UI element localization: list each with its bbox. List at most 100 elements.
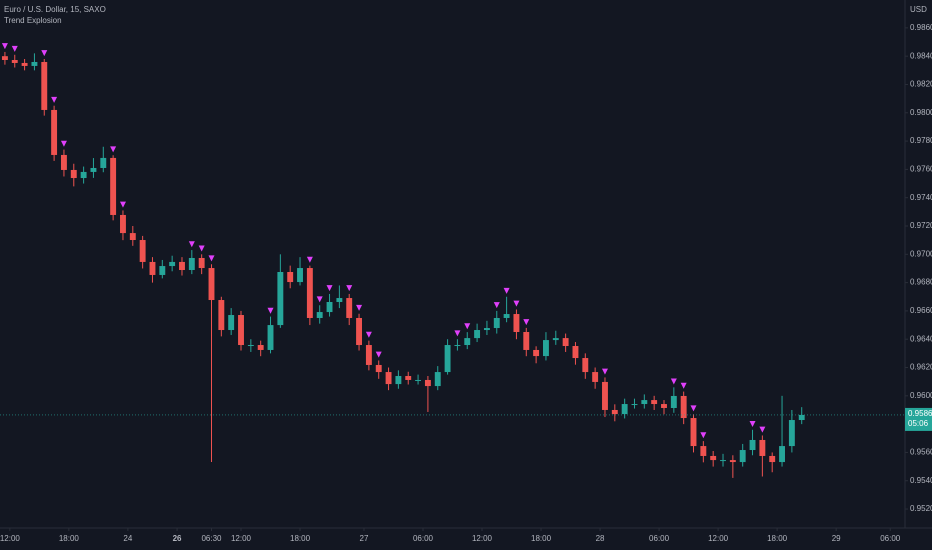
candle-body (208, 268, 215, 301)
signal-marker (356, 304, 363, 311)
x-tick-label: 18:00 (531, 534, 552, 543)
candle-body (582, 358, 589, 373)
candle-body (602, 381, 608, 410)
candle-body (513, 314, 520, 332)
signal-marker (267, 307, 274, 314)
candle-body (464, 338, 471, 346)
x-tick-label: 06:30 (201, 534, 222, 543)
candle-body (749, 439, 756, 451)
x-tick-label: 29 (832, 534, 841, 543)
chart-title: Euro / U.S. Dollar, 15, SAXO (4, 5, 106, 14)
signal-marker (513, 300, 520, 307)
y-tick-label: 0.96600 (910, 306, 932, 315)
signal-marker (690, 405, 697, 412)
signal-marker (51, 96, 58, 103)
candle-body (31, 61, 38, 66)
candle-body (680, 395, 687, 419)
y-tick-label: 0.98600 (910, 23, 932, 32)
candle-body (631, 404, 638, 406)
candle-body (454, 345, 461, 347)
candle-body (424, 379, 431, 387)
candle-body (51, 109, 58, 155)
y-tick-label: 0.97600 (910, 165, 932, 174)
candle-body (415, 379, 422, 381)
signal-marker (670, 378, 677, 385)
candle-body (779, 446, 785, 463)
signal-marker (523, 319, 530, 326)
y-tick-label: 0.98200 (910, 80, 932, 89)
currency: USD (910, 5, 927, 14)
candle-body (385, 372, 392, 385)
signal-marker (119, 201, 126, 208)
candle-body (238, 315, 244, 346)
candle-body (188, 257, 195, 271)
signal-marker (41, 50, 48, 57)
candle-body (247, 345, 254, 347)
x-tick-label: 12:00 (0, 534, 20, 543)
candle-body (444, 345, 451, 373)
signal-marker (464, 323, 471, 330)
x-tick-label: 06:00 (880, 534, 901, 543)
signal-marker (316, 296, 323, 303)
candle-body (110, 157, 117, 215)
x-tick-label: 28 (596, 534, 605, 543)
candle-body (287, 271, 294, 283)
candle-body (120, 214, 126, 234)
candle-body (651, 400, 658, 405)
candle-body (700, 446, 707, 456)
candle-body (710, 455, 717, 461)
candle-body (611, 409, 618, 415)
signal-marker (759, 426, 766, 433)
signal-marker (365, 331, 372, 338)
signal-marker (749, 420, 756, 427)
y-tick-label: 0.95600 (910, 448, 932, 457)
candle-body (661, 404, 667, 408)
signal-marker (326, 285, 333, 292)
x-tick-label: 06:00 (413, 534, 434, 543)
candle-body (759, 439, 766, 456)
y-tick-label: 0.95200 (910, 504, 932, 513)
y-tick-label: 0.95400 (910, 476, 932, 485)
candle-body (356, 317, 362, 346)
candle-body (543, 340, 549, 357)
candle-body (365, 345, 372, 365)
candle-body (139, 240, 146, 262)
candle-body (70, 169, 77, 179)
candle-body (434, 372, 441, 387)
x-tick-label: 26 (173, 534, 182, 543)
candle-body (395, 376, 402, 385)
candle-body (1, 56, 8, 61)
candle-body (562, 338, 569, 347)
y-tick-label: 0.96800 (910, 278, 932, 287)
x-tick-label: 18:00 (290, 534, 311, 543)
candle-body (621, 404, 628, 415)
signal-marker (1, 43, 8, 50)
candle-body (769, 455, 776, 463)
candle-body (100, 157, 107, 168)
y-tick-label: 0.96400 (910, 334, 932, 343)
candle-body (60, 154, 67, 170)
x-tick-label: 06:00 (649, 534, 670, 543)
candle-body (592, 372, 599, 382)
candle-body (572, 346, 579, 359)
last-price-label: 0.95865 (908, 409, 932, 418)
candle-body (179, 261, 185, 271)
y-tick-label: 0.97200 (910, 221, 932, 230)
candle-body (729, 460, 736, 463)
signal-marker (198, 245, 205, 252)
y-tick-label: 0.97800 (910, 136, 932, 145)
last-price-box (905, 407, 932, 431)
candle-body (552, 338, 559, 341)
candle-body (690, 418, 697, 447)
signal-marker (680, 382, 687, 389)
signal-marker (110, 146, 117, 153)
signal-marker (503, 287, 510, 294)
signal-marker (208, 255, 215, 262)
candle-body (80, 171, 87, 179)
candle-body (198, 257, 205, 269)
signal-marker (188, 241, 195, 248)
signal-marker (375, 351, 382, 358)
signal-marker (306, 256, 313, 263)
candle-body (169, 261, 176, 267)
